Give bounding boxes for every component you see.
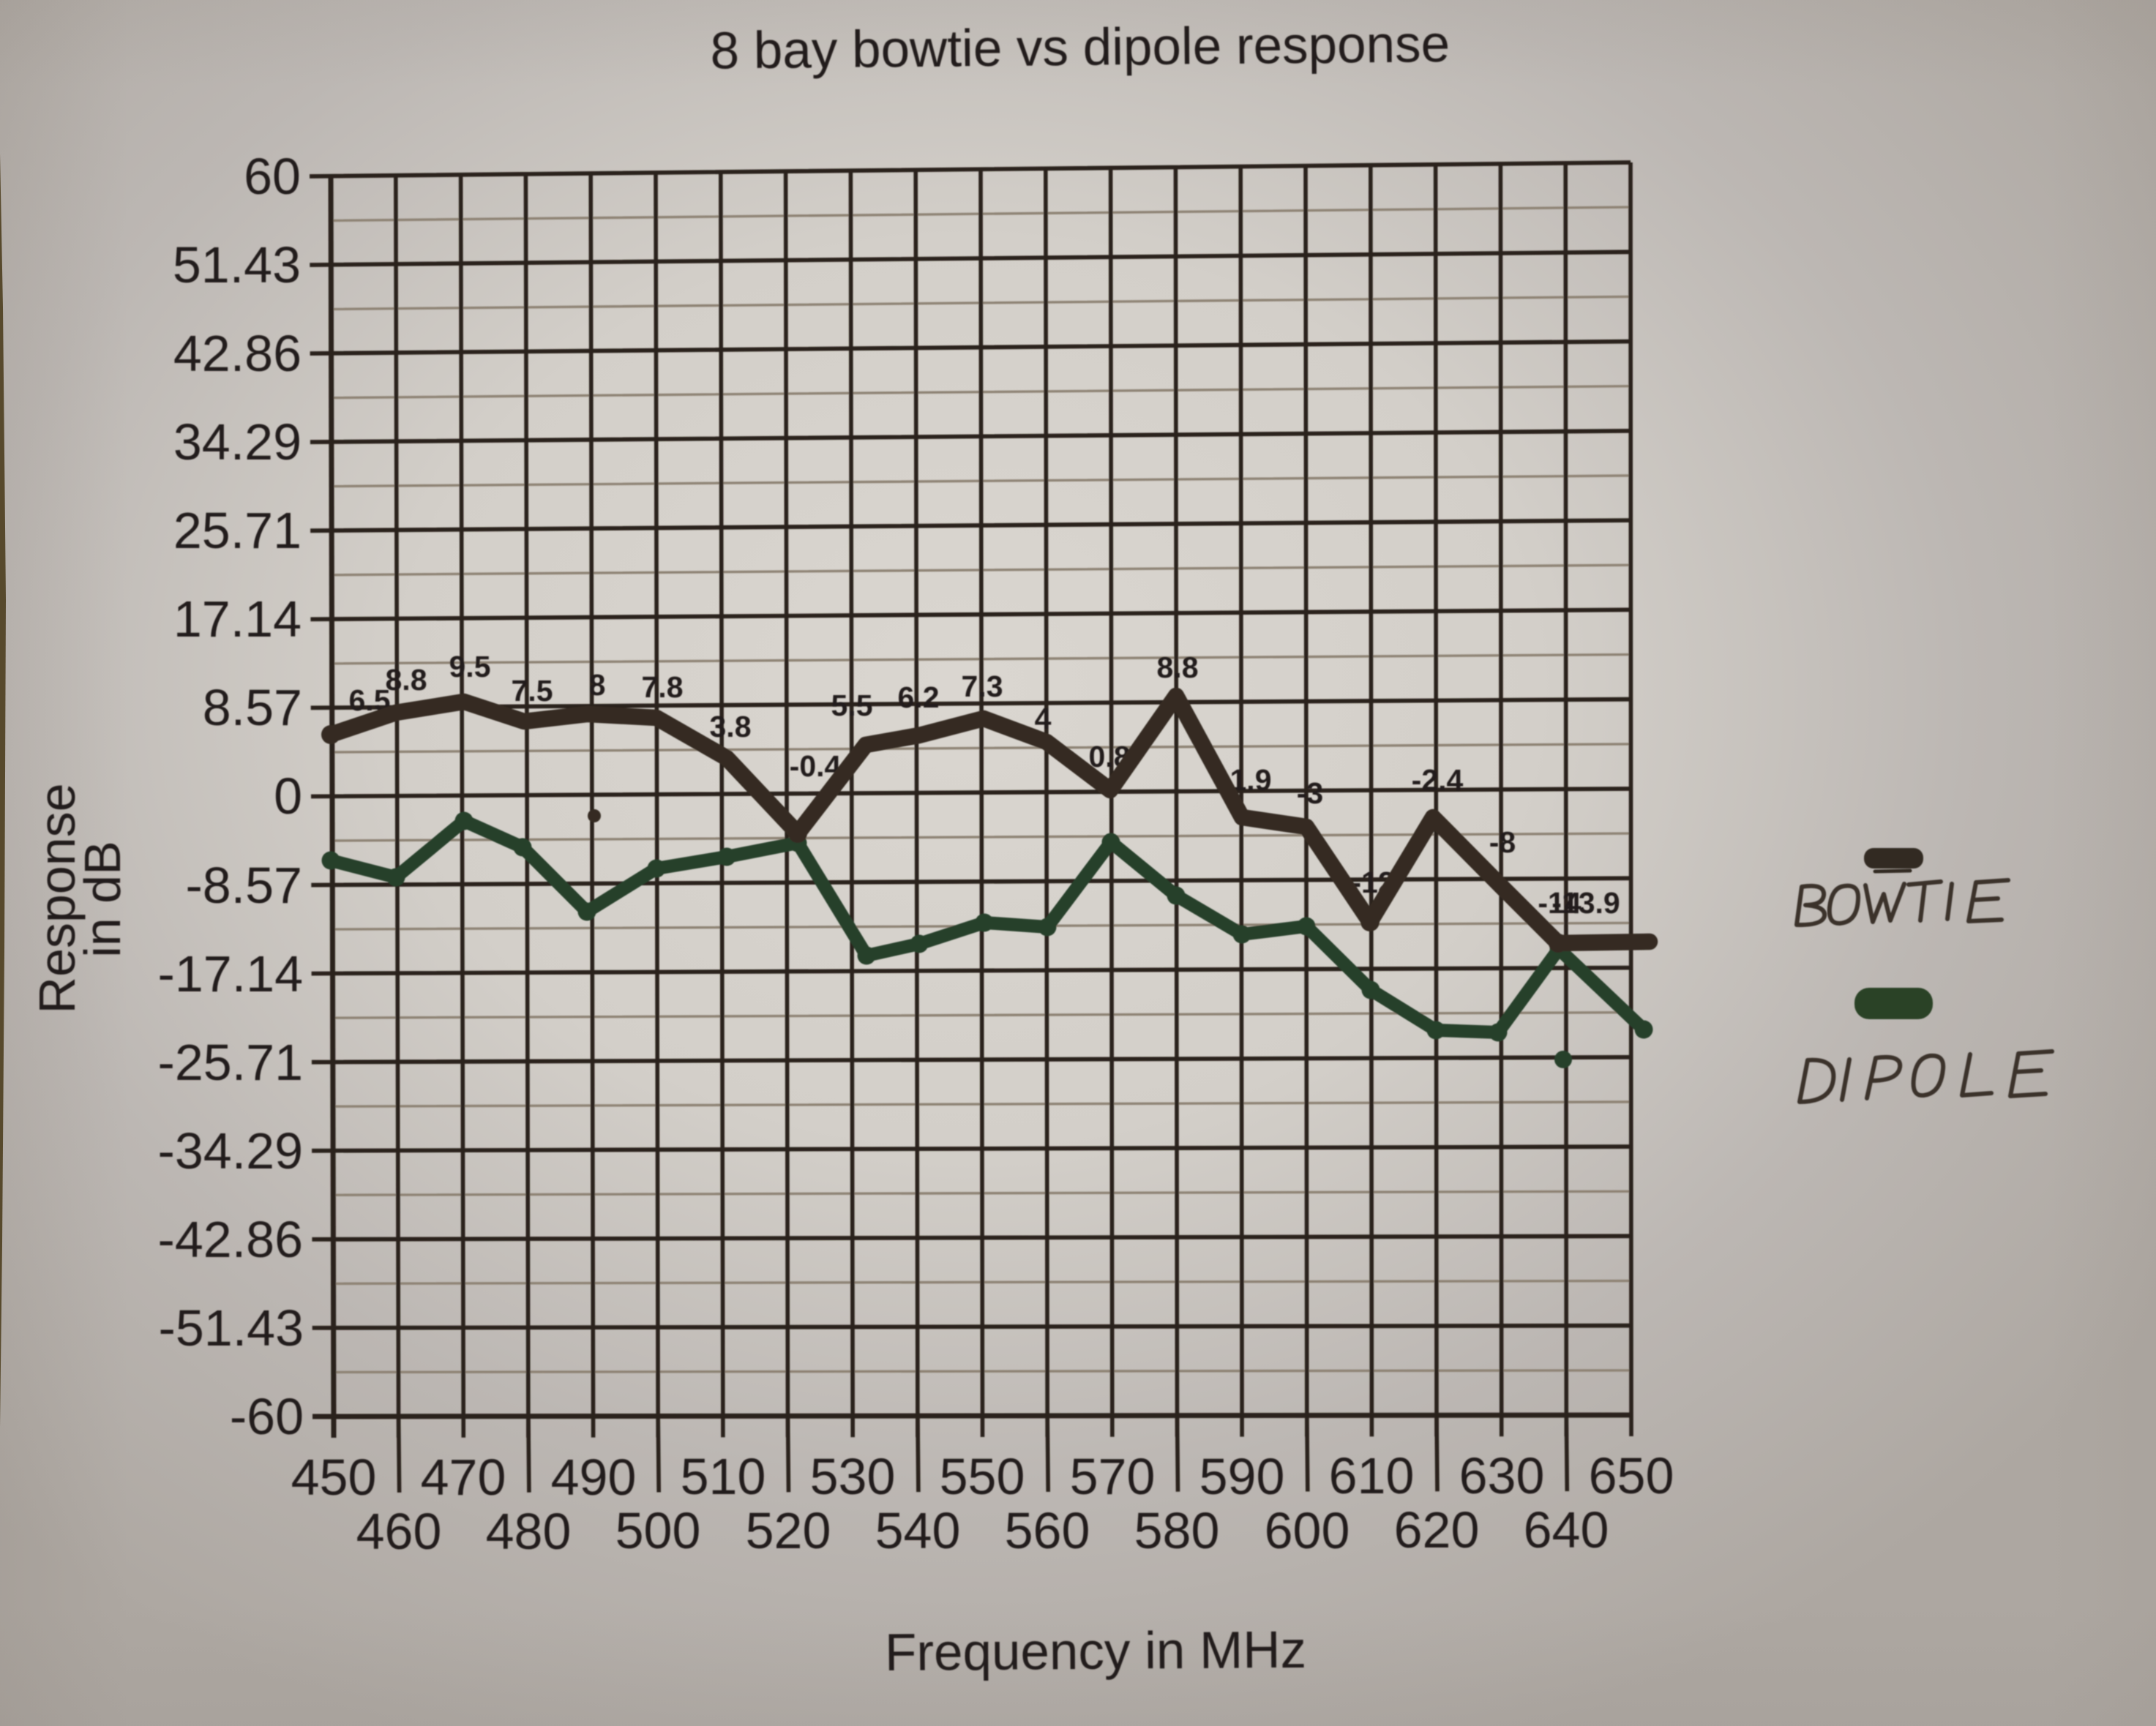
svg-text:530: 530 — [810, 1448, 896, 1505]
svg-text:520: 520 — [746, 1502, 831, 1559]
svg-text:-34.29: -34.29 — [158, 1122, 303, 1179]
svg-text:590: 590 — [1199, 1448, 1285, 1505]
svg-text:510: 510 — [681, 1448, 766, 1505]
svg-text:600: 600 — [1265, 1502, 1350, 1559]
svg-text:7.3: 7.3 — [962, 669, 1003, 703]
svg-text:-42.86: -42.86 — [158, 1211, 303, 1268]
svg-text:610: 610 — [1329, 1447, 1415, 1504]
svg-text:540: 540 — [875, 1502, 961, 1559]
svg-text:-13.9: -13.9 — [1552, 886, 1620, 920]
svg-text:650: 650 — [1589, 1447, 1674, 1504]
svg-text:-51.43: -51.43 — [159, 1299, 304, 1357]
svg-text:4: 4 — [1035, 702, 1052, 735]
svg-text:3.8: 3.8 — [710, 710, 752, 743]
svg-text:8.8: 8.8 — [386, 663, 427, 697]
svg-text:5.5: 5.5 — [831, 688, 873, 722]
svg-text:51.43: 51.43 — [173, 236, 301, 293]
svg-text:630: 630 — [1459, 1447, 1545, 1504]
svg-text:8 bay bowtie vs dipole respons: 8 bay bowtie vs dipole response — [710, 15, 1450, 80]
svg-text:-8: -8 — [1489, 825, 1516, 859]
svg-text:-25.71: -25.71 — [158, 1034, 303, 1091]
svg-text:580: 580 — [1134, 1502, 1220, 1559]
svg-text:0: 0 — [274, 768, 302, 825]
svg-text:550: 550 — [940, 1448, 1025, 1505]
svg-text:460: 460 — [356, 1503, 442, 1560]
svg-text:Response: Response — [29, 783, 86, 1013]
svg-text:9.5: 9.5 — [449, 650, 491, 683]
svg-text:-60: -60 — [230, 1388, 304, 1445]
svg-text:570: 570 — [1070, 1448, 1156, 1505]
svg-text:7.8: 7.8 — [642, 670, 684, 704]
svg-text:640: 640 — [1524, 1501, 1609, 1558]
svg-text:560: 560 — [1005, 1502, 1090, 1559]
svg-text:7.5: 7.5 — [512, 674, 553, 708]
svg-text:60: 60 — [244, 148, 301, 205]
svg-text:-3: -3 — [1297, 776, 1323, 810]
svg-text:450: 450 — [291, 1449, 377, 1506]
svg-text:Frequency in MHz: Frequency in MHz — [885, 1621, 1307, 1682]
svg-text:-14: -14 — [1538, 886, 1581, 920]
svg-text:480: 480 — [486, 1503, 572, 1560]
svg-text:500: 500 — [615, 1502, 701, 1559]
svg-text:490: 490 — [551, 1449, 637, 1506]
svg-text:-8.57: -8.57 — [185, 857, 302, 914]
svg-text:8.57: 8.57 — [203, 679, 302, 736]
svg-text:8.8: 8.8 — [1157, 650, 1199, 684]
svg-text:6.2: 6.2 — [898, 680, 940, 714]
svg-text:470: 470 — [421, 1449, 506, 1506]
svg-text:-17.14: -17.14 — [158, 945, 303, 1002]
svg-text:-2.4: -2.4 — [1412, 763, 1464, 797]
svg-text:42.86: 42.86 — [173, 325, 302, 382]
svg-text:25.71: 25.71 — [173, 502, 302, 559]
svg-text:620: 620 — [1394, 1501, 1480, 1558]
svg-text:8: 8 — [589, 668, 606, 702]
svg-text:in dB: in dB — [74, 841, 131, 958]
svg-text:34.29: 34.29 — [173, 413, 302, 470]
svg-text:17.14: 17.14 — [173, 590, 302, 648]
